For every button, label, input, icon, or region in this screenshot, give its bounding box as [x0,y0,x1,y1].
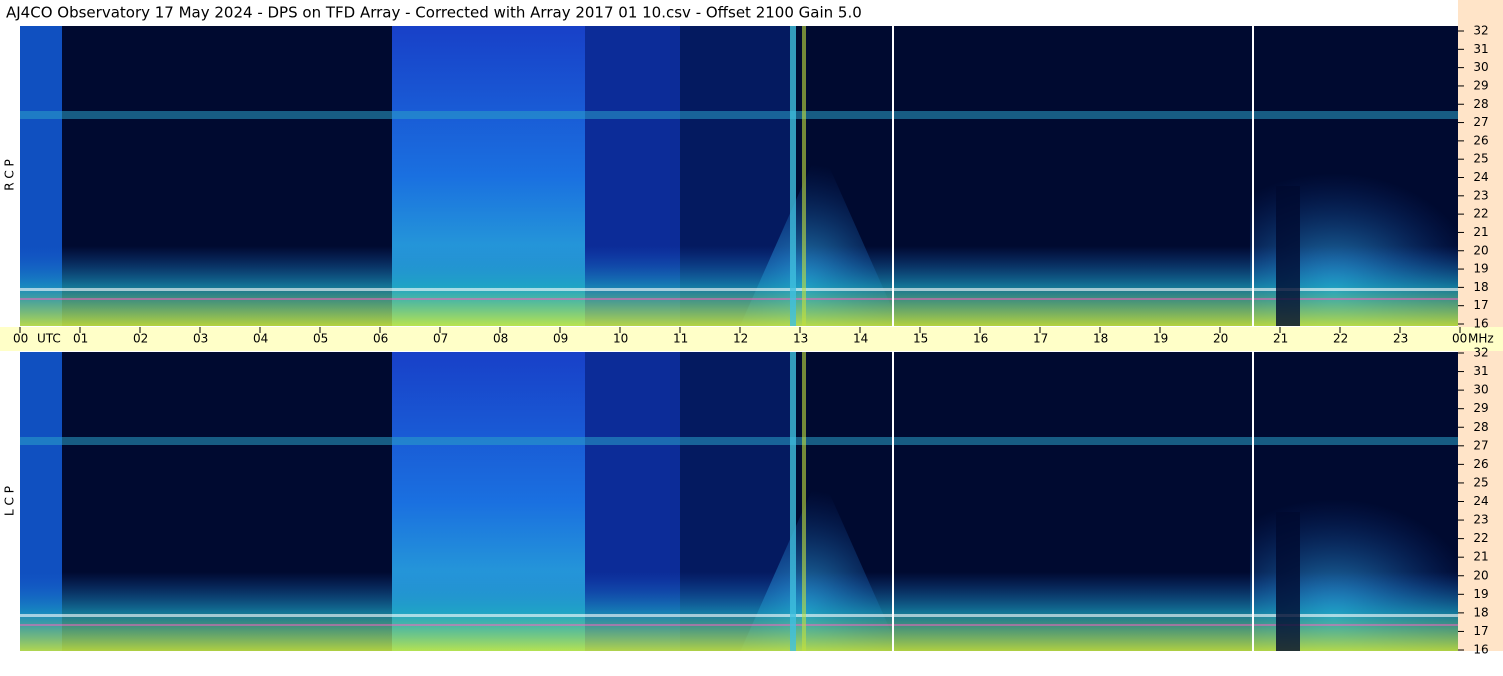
time-label: 18 [1093,332,1108,346]
freq-label: 32 [1473,24,1488,38]
bottom-margin [0,651,1503,672]
freq-label: 24 [1473,494,1488,508]
time-label: 07 [433,332,448,346]
freq-label: 26 [1473,457,1488,471]
time-label: 20 [1213,332,1228,346]
time-label: 02 [133,332,148,346]
time-label: 04 [253,332,268,346]
time-label: 09 [553,332,568,346]
freq-label: 25 [1473,152,1488,166]
freq-label: 31 [1473,42,1488,56]
freq-label: 21 [1473,225,1488,239]
lcp-spectrogram [20,352,1460,652]
freq-label: 20 [1473,568,1488,582]
time-label: 03 [193,332,208,346]
time-label: 16 [973,332,988,346]
freq-label: 28 [1473,97,1488,111]
time-label: 00 [13,332,28,346]
freq-label: 32 [1473,346,1488,360]
freq-label: 31 [1473,364,1488,378]
freq-label: 26 [1473,133,1488,147]
freq-label: 30 [1473,60,1488,74]
title-bar [0,0,1503,26]
freq-label: 23 [1473,188,1488,202]
time-label: 22 [1333,332,1348,346]
freq-label: 22 [1473,207,1488,221]
freq-label: 18 [1473,605,1488,619]
time-label: 14 [853,332,868,346]
freq-unit: MHz [1468,332,1494,346]
time-label: 01 [73,332,88,346]
time-label: 21 [1273,332,1288,346]
freq-label: 20 [1473,243,1488,257]
freq-label: 22 [1473,531,1488,545]
freq-label: 17 [1473,624,1488,638]
time-label: 05 [313,332,328,346]
freq-label: 25 [1473,475,1488,489]
time-zone: UTC [37,332,61,346]
time-label: 08 [493,332,508,346]
panel-label: L C P [3,486,17,516]
time-label: 15 [913,332,928,346]
time-strip [0,327,1503,351]
time-label: 19 [1153,332,1168,346]
freq-label: 27 [1473,438,1488,452]
freq-label: 28 [1473,420,1488,434]
freq-label: 24 [1473,170,1488,184]
freq-label: 17 [1473,298,1488,312]
freq-label: 23 [1473,513,1488,527]
freq-label: 19 [1473,262,1488,276]
freq-label: 29 [1473,78,1488,92]
rcp-spectrogram [20,26,1460,326]
freq-label: 29 [1473,401,1488,415]
time-label: 10 [613,332,628,346]
time-label: 13 [793,332,808,346]
freq-label: 21 [1473,550,1488,564]
freq-label: 16 [1473,317,1488,331]
time-label: 12 [733,332,748,346]
freq-label: 19 [1473,587,1488,601]
time-label: 17 [1033,332,1048,346]
time-label: 06 [373,332,388,346]
freq-label: 16 [1473,643,1488,657]
time-label: 23 [1393,332,1408,346]
time-label: 11 [673,332,688,346]
freq-label: 27 [1473,115,1488,129]
title: AJ4CO Observatory 17 May 2024 - DPS on T… [6,4,862,22]
freq-label: 30 [1473,383,1488,397]
panel-label: R C P [3,159,17,191]
freq-label: 18 [1473,280,1488,294]
time-label: 00 [1452,332,1467,346]
